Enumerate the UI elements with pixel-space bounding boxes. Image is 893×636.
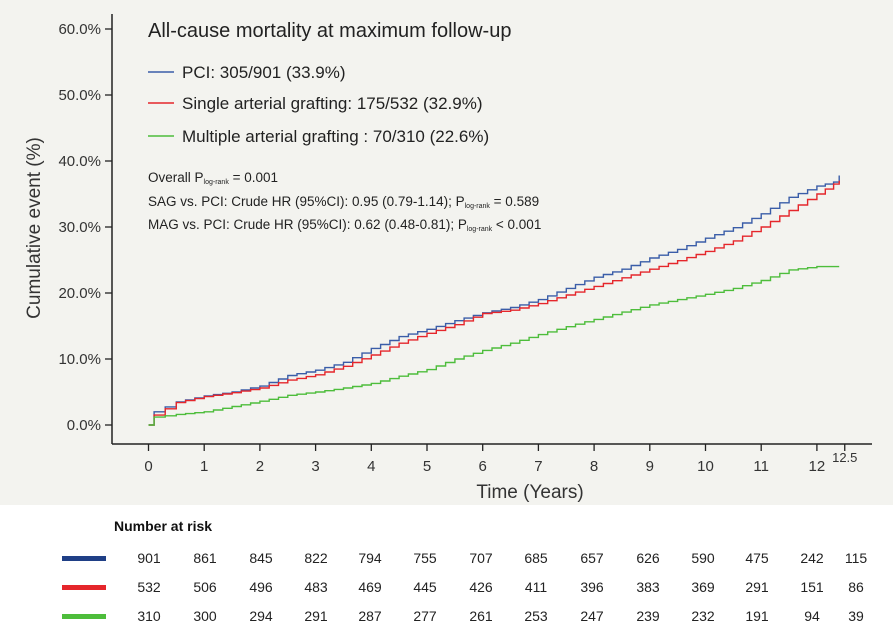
series-line-3: [148, 265, 840, 426]
legend-label: Multiple arterial grafting : 70/310 (22.…: [182, 127, 489, 146]
risk-count: 242: [800, 550, 824, 566]
legend: PCI: 305/901 (33.9%) Single arterial graf…: [148, 63, 489, 146]
risk-count: 626: [636, 550, 660, 566]
risk-count: 39: [848, 608, 864, 624]
risk-count: 94: [804, 608, 820, 624]
risk-count: 411: [525, 579, 548, 595]
x-tick-label: 11: [753, 458, 769, 475]
risk-count: 294: [249, 608, 273, 624]
risk-row-color-bar: [62, 585, 106, 590]
risk-count: 247: [580, 608, 604, 624]
risk-count: 794: [358, 550, 382, 566]
risk-count: 590: [691, 550, 715, 566]
risk-count: 277: [413, 608, 437, 624]
stats-annotation: Overall Plog-rank = 0.001 SAG vs. PCI: C…: [148, 170, 541, 233]
x-axis-title: Time (Years): [476, 482, 583, 503]
y-ticks: 0.0% 10.0% 20.0% 30.0% 40.0% 50.0% 60.0%: [58, 21, 112, 434]
x-tick-label: 10: [697, 458, 714, 475]
mag-vs-pci-text: MAG vs. PCI: Crude HR (95%CI): 0.62 (0.4…: [148, 217, 541, 233]
risk-count: 483: [304, 579, 328, 595]
risk-count: 310: [137, 608, 161, 624]
x-tick-label: 2: [256, 458, 264, 475]
risk-count: 369: [691, 579, 715, 595]
overall-p-text: Overall Plog-rank = 0.001: [148, 170, 278, 186]
y-tick-label: 20.0%: [58, 285, 101, 302]
risk-count: 239: [636, 608, 660, 624]
risk-count: 261: [469, 608, 493, 624]
risk-count: 151: [800, 579, 824, 595]
x-tick-label: 0: [144, 458, 152, 475]
risk-count: 426: [469, 579, 493, 595]
risk-count: 396: [580, 579, 604, 595]
x-tick-label: 12.5: [832, 450, 857, 465]
risk-count: 253: [524, 608, 548, 624]
risk-count: 115: [845, 550, 868, 566]
risk-count: 232: [691, 608, 715, 624]
x-tick-label: 9: [646, 458, 654, 475]
plot-axes: [111, 14, 872, 445]
risk-count: 532: [137, 579, 161, 595]
risk-count: 469: [358, 579, 382, 595]
risk-count: 822: [304, 550, 328, 566]
risk-count: 445: [413, 579, 437, 595]
x-tick-label: 3: [311, 458, 319, 475]
y-tick-label: 50.0%: [58, 87, 101, 104]
risk-row-color-bar: [62, 556, 106, 561]
x-tick-label: 5: [423, 458, 431, 475]
chart-title: All-cause mortality at maximum follow-up: [148, 20, 511, 42]
risk-count: 86: [848, 579, 864, 595]
y-tick-label: 0.0%: [67, 417, 101, 434]
risk-table: 901 861 845 822 794 755 707 685 657 626 590 475 242 1…: [62, 550, 867, 624]
x-tick-label: 7: [534, 458, 542, 475]
risk-count: 287: [358, 608, 382, 624]
series-line-2: [148, 180, 840, 426]
x-tick-label: 6: [479, 458, 487, 475]
risk-count: 383: [636, 579, 660, 595]
risk-count: 475: [745, 550, 769, 566]
risk-count: 506: [193, 579, 217, 595]
risk-count: 657: [580, 550, 604, 566]
risk-count: 685: [524, 550, 548, 566]
sag-vs-pci-text: SAG vs. PCI: Crude HR (95%CI): 0.95 (0.7…: [148, 194, 539, 210]
risk-count: 901: [137, 550, 161, 566]
risk-count: 755: [413, 550, 437, 566]
risk-count: 291: [304, 608, 328, 624]
risk-count: 300: [193, 608, 217, 624]
risk-count: 191: [745, 608, 769, 624]
series-line-1: [148, 175, 840, 426]
legend-label: Single arterial grafting: 175/532 (32.9%…: [182, 94, 483, 113]
x-tick-label: 4: [367, 458, 375, 475]
y-tick-label: 40.0%: [58, 153, 101, 170]
y-axis-title: Cumulative event (%): [24, 137, 45, 319]
risk-count: 707: [469, 550, 493, 566]
y-tick-label: 10.0%: [58, 351, 101, 368]
risk-row-color-bar: [62, 614, 106, 619]
x-tick-label: 1: [200, 458, 208, 475]
legend-label: PCI: 305/901 (33.9%): [182, 63, 345, 82]
series-lines: [148, 175, 840, 426]
x-tick-label: 8: [590, 458, 598, 475]
risk-table-title: Number at risk: [114, 518, 212, 534]
y-tick-label: 30.0%: [58, 219, 101, 236]
risk-count: 845: [249, 550, 273, 566]
risk-count: 496: [249, 579, 273, 595]
x-tick-label: 12: [809, 458, 826, 475]
risk-count: 291: [745, 579, 769, 595]
y-tick-label: 60.0%: [58, 21, 101, 38]
risk-count: 861: [193, 550, 217, 566]
risk-table-background: [0, 505, 893, 636]
